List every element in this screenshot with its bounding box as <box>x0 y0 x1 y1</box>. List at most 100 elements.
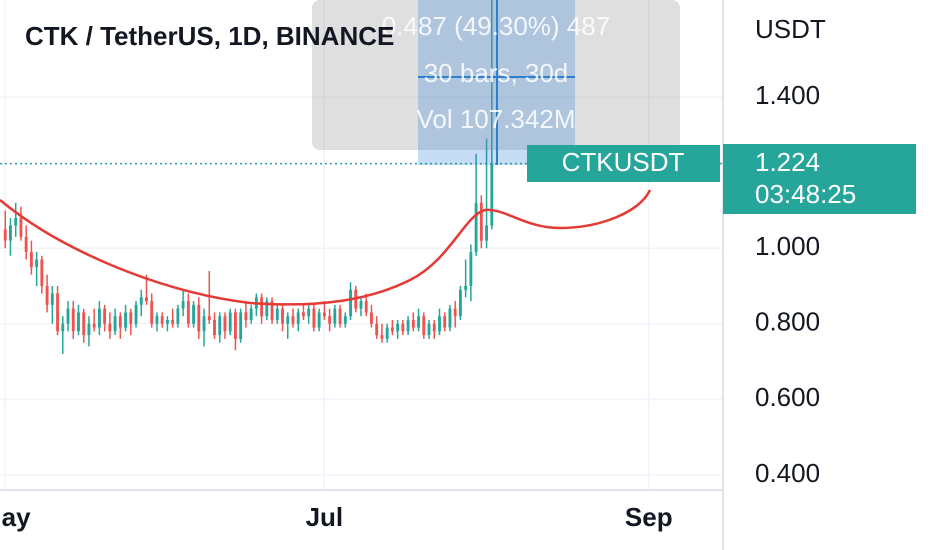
candle-body <box>150 301 154 324</box>
candle-body <box>207 316 211 320</box>
candle-body <box>249 308 253 320</box>
x-tick-label: May <box>0 502 31 532</box>
candle-body <box>239 312 243 339</box>
candle-body <box>9 225 12 241</box>
candle-body <box>390 327 394 332</box>
candle-body <box>265 301 269 317</box>
candle-body <box>134 304 138 324</box>
candle-body <box>45 285 49 305</box>
y-tick-label: 1.400 <box>755 80 820 110</box>
candle-body <box>61 323 65 332</box>
x-tick-label: Sep <box>625 502 673 532</box>
candle-body <box>464 285 468 290</box>
candle-body <box>82 312 86 336</box>
candle-body <box>97 308 101 328</box>
currency-label: USDT <box>755 14 826 44</box>
candle-body <box>302 312 305 317</box>
candle-body <box>124 312 128 328</box>
y-tick-label: 0.400 <box>755 458 820 488</box>
y-tick-label: 0.600 <box>755 382 820 412</box>
candle-body <box>286 316 290 324</box>
countdown: 03:48:25 <box>755 179 856 209</box>
candle-body <box>338 308 342 324</box>
candle-body <box>87 323 91 336</box>
candle-body <box>155 316 159 324</box>
candle-body <box>228 312 232 332</box>
candle-body <box>129 312 133 324</box>
candle-body <box>438 316 441 332</box>
candle-body <box>181 301 185 309</box>
candle-body <box>422 316 426 336</box>
candle-body <box>160 316 164 324</box>
measure-change: 0.487 (49.30%) 487 <box>382 11 610 41</box>
candle-body <box>29 251 33 268</box>
candle-body <box>35 259 39 268</box>
candle-body <box>432 323 436 332</box>
candle-body <box>108 323 112 332</box>
candle-body <box>192 304 196 324</box>
candle-body <box>213 319 216 336</box>
candle-body <box>343 316 347 324</box>
candle-body <box>375 323 379 336</box>
candle-body <box>296 312 300 324</box>
candle-body <box>448 308 452 328</box>
candle-body <box>281 308 284 324</box>
candle-body <box>19 217 23 237</box>
candle-body <box>458 289 462 317</box>
candle-body <box>77 312 80 332</box>
candle-body <box>485 225 489 241</box>
y-tick-label: 1.000 <box>755 231 820 261</box>
candle-body <box>380 335 384 339</box>
candle-body <box>270 301 274 320</box>
candle-body <box>474 202 478 252</box>
candle-body <box>364 301 368 313</box>
candle-body <box>385 327 389 339</box>
candle-body <box>275 308 279 320</box>
candle-body <box>443 316 447 328</box>
candle-body <box>427 323 431 336</box>
candle-body <box>469 251 473 286</box>
candle-body <box>307 308 311 317</box>
candle-body <box>291 316 295 324</box>
candle-body <box>165 319 169 324</box>
measure-volume: Vol 107.342M <box>416 104 575 134</box>
last-price: 1.224 <box>755 147 820 177</box>
price-labels: CTKUSDT 1.224 03:48:25 <box>527 144 916 214</box>
candle-body <box>490 163 494 226</box>
candle-body <box>406 319 410 332</box>
candle-body <box>66 308 70 324</box>
candle-body <box>349 289 352 317</box>
candle-body <box>139 297 143 305</box>
candle-body <box>14 217 18 226</box>
candle-body <box>186 301 190 324</box>
candle-body <box>3 229 7 241</box>
candle-body <box>370 312 373 324</box>
candle-body <box>322 312 326 317</box>
candle-body <box>197 304 201 332</box>
candle-body <box>417 316 420 328</box>
price-tag <box>723 144 916 214</box>
candle-body <box>453 308 457 317</box>
candle-body <box>202 316 206 332</box>
candle-body <box>401 323 405 332</box>
candle-body <box>328 316 332 324</box>
x-tick-label: Jul <box>306 502 344 532</box>
candle-body <box>103 308 107 324</box>
candle-body <box>56 293 59 332</box>
candle-body <box>113 316 117 332</box>
axes: 0.400 0.600 0.800 1.000 1.400 May Jul Sep <box>0 80 820 532</box>
candle-body <box>359 301 363 309</box>
candle-body <box>145 297 148 302</box>
candle-body <box>218 316 222 336</box>
candle-body <box>24 236 28 252</box>
candle-body <box>223 316 227 332</box>
candle-body <box>118 316 122 328</box>
candle-body <box>479 202 483 241</box>
candle-body <box>317 312 321 328</box>
cup-drawing <box>0 189 652 306</box>
y-tick-label: 0.800 <box>755 307 820 337</box>
symbol-label: CTKUSDT <box>562 147 685 177</box>
symbol-tag <box>527 145 720 182</box>
